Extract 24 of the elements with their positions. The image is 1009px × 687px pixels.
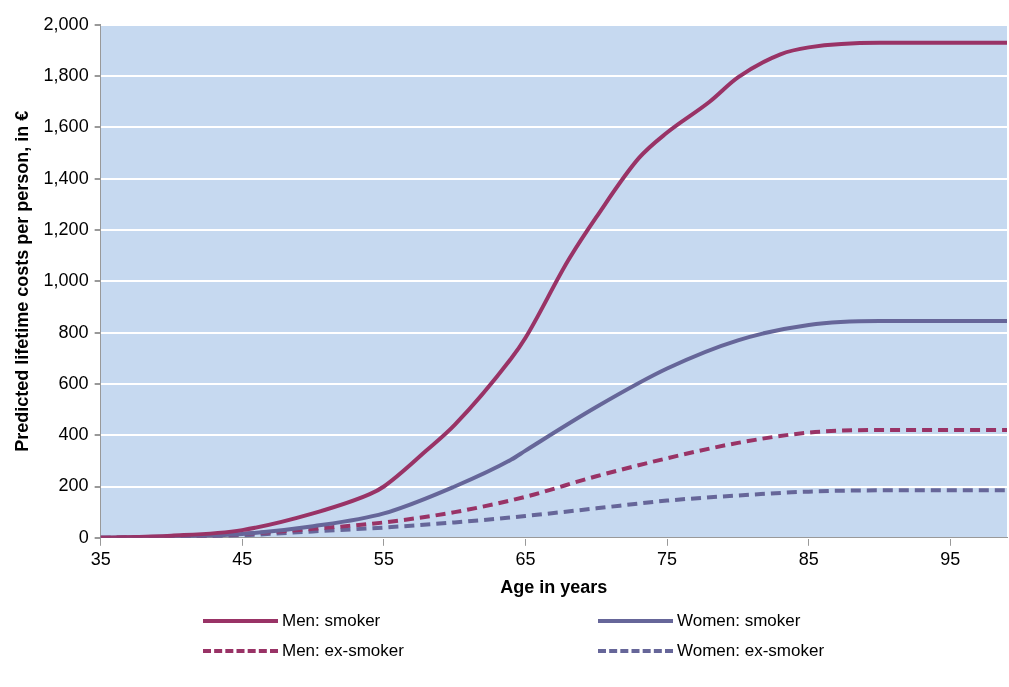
x-tick-label: 45: [232, 548, 253, 569]
y-tick-label: 600: [58, 372, 89, 393]
y-tick-label: 1,400: [43, 167, 89, 188]
y-tick-label: 1,600: [43, 116, 89, 137]
legend-label: Men: ex-smoker: [282, 641, 404, 661]
y-tick-label: 0: [78, 526, 89, 547]
x-tick-label: 95: [940, 548, 961, 569]
y-axis-title: Predicted lifetime costs per person, in €: [11, 110, 32, 452]
legend-label: Women: ex-smoker: [677, 641, 825, 661]
x-tick-label: 75: [657, 548, 678, 569]
x-axis-title: Age in years: [500, 577, 608, 598]
y-tick-label: 1,200: [43, 218, 89, 239]
y-tick-label: 400: [58, 424, 89, 445]
y-tick-label: 200: [58, 475, 89, 496]
y-tick-label: 800: [58, 321, 89, 342]
x-tick-label: 65: [515, 548, 536, 569]
x-tick-label: 35: [90, 548, 111, 569]
y-tick-label: 1,000: [43, 270, 89, 291]
x-tick-label: 55: [373, 548, 394, 569]
legend-label: Women: smoker: [677, 611, 801, 631]
y-tick-label: 2,000: [43, 13, 89, 34]
y-tick-label: 1,800: [43, 65, 89, 86]
legend-label: Men: smoker: [282, 611, 381, 631]
x-tick-label: 85: [798, 548, 819, 569]
